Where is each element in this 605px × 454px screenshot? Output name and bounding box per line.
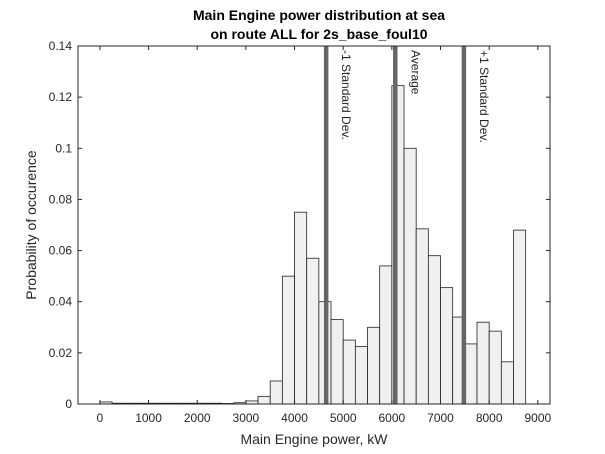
histogram-bar-22 — [367, 326, 381, 405]
histogram-bar-20 — [342, 339, 356, 405]
y-axis-ticks: 0 0.02 0.04 0.06 0.08 0.1 0.12 0.14 — [49, 39, 550, 411]
x-tick-label-3: 3000 — [233, 411, 260, 425]
x-tick-label-1: 1000 — [135, 411, 162, 425]
histogram-bar-34 — [513, 229, 527, 405]
y-tick-label-5: 0.1 — [55, 141, 72, 155]
x-tick-label-0: 0 — [97, 411, 104, 425]
histogram-bar-25 — [403, 147, 417, 405]
y-tick-label-3: 0.06 — [49, 244, 73, 258]
x-axis-label: Main Engine power, kW — [240, 431, 388, 447]
histogram-bar-27 — [427, 255, 441, 405]
histogram-bar-14 — [269, 380, 283, 405]
x-tick-label-7: 7000 — [427, 411, 454, 425]
y-tick-label-7: 0.14 — [49, 39, 73, 53]
x-axis-ticks: 0 1000 2000 3000 4000 5000 6000 7000 8000 9000 — [97, 46, 552, 425]
histogram-bar-31 — [476, 321, 490, 405]
y-tick-label-0: 0 — [65, 397, 72, 411]
histogram-bar-30 — [464, 343, 478, 405]
histogram-bar-33 — [500, 361, 514, 405]
x-tick-label-8: 8000 — [476, 411, 503, 425]
y-tick-label-4: 0.08 — [49, 192, 73, 206]
histogram-bar-17 — [306, 257, 320, 405]
histogram-bar-19 — [330, 319, 344, 405]
x-tick-label-5: 5000 — [330, 411, 357, 425]
histogram-bar-16 — [294, 211, 308, 405]
histogram-bar-21 — [354, 346, 368, 405]
histogram-bar-32 — [488, 330, 502, 405]
x-tick-label-9: 9000 — [524, 411, 551, 425]
chart-title-line-2: on route ALL for 2s_base_foul10 — [210, 26, 427, 42]
reference-lines: -1 Standard Dev. Average +1 Standard Dev. — [323, 46, 491, 404]
histogram-bar-15 — [281, 275, 295, 405]
histogram-bar-13 — [257, 395, 271, 405]
histogram-bar-28 — [440, 287, 454, 405]
y-tick-label-2: 0.04 — [49, 295, 73, 309]
plot-area-frame — [77, 45, 551, 405]
histogram-bars — [99, 85, 527, 405]
y-axis-label: Probability of occurence — [23, 150, 39, 300]
reference-line-label-1: Average — [408, 50, 422, 95]
x-tick-label-2: 2000 — [184, 411, 211, 425]
x-tick-label-4: 4000 — [281, 411, 308, 425]
y-tick-label-6: 0.12 — [49, 90, 73, 104]
y-tick-label-1: 0.02 — [49, 346, 73, 360]
x-tick-label-6: 6000 — [379, 411, 406, 425]
reference-line-label-0: -1 Standard Dev. — [339, 50, 353, 140]
histogram-bar-23 — [379, 265, 393, 405]
histogram-bar-26 — [415, 228, 429, 405]
chart-title-line-1: Main Engine power distribution at sea — [193, 7, 445, 23]
reference-line-label-2: +1 Standard Dev. — [477, 50, 491, 143]
